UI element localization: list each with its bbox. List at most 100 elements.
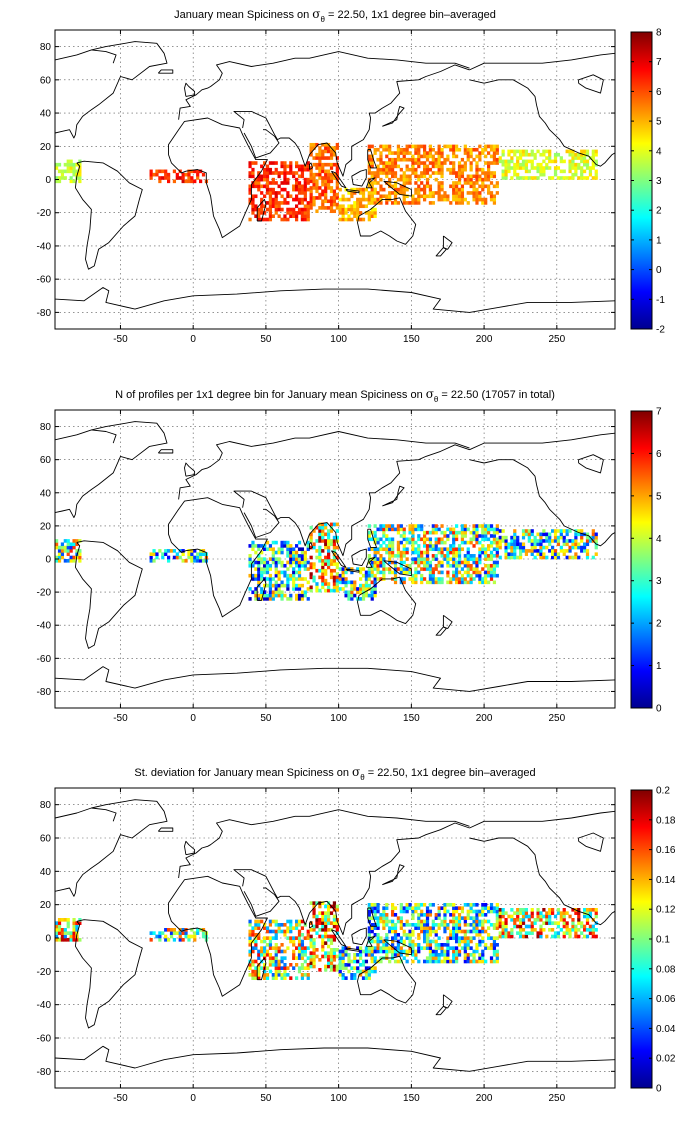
data-cell — [417, 554, 421, 558]
data-cell — [463, 939, 467, 944]
data-cell — [370, 171, 374, 175]
data-cell — [277, 570, 281, 575]
data-cell — [571, 162, 575, 167]
data-cell — [527, 924, 531, 929]
data-cell — [516, 166, 520, 170]
data-cell — [501, 934, 505, 939]
data-cell — [373, 923, 377, 927]
data-cell — [312, 156, 316, 160]
data-cell — [286, 544, 290, 548]
data-cell — [167, 559, 171, 563]
data-cell — [574, 152, 578, 157]
data-cell — [260, 197, 264, 202]
data-cell — [536, 176, 540, 180]
data-cell — [391, 923, 395, 927]
data-cell — [449, 161, 453, 165]
data-cell — [431, 191, 435, 195]
data-cell — [516, 176, 520, 180]
data-cell — [350, 567, 354, 571]
data-cell — [463, 554, 467, 558]
data-cell — [530, 532, 534, 537]
data-cell — [263, 593, 267, 598]
data-cell — [391, 570, 395, 575]
data-cell — [545, 914, 549, 919]
data-cell — [513, 172, 517, 177]
data-cell — [585, 911, 590, 915]
data-cell — [251, 204, 255, 209]
data-cell — [274, 929, 278, 934]
data-cell — [283, 540, 287, 545]
data-cell — [329, 575, 334, 580]
data-cell — [274, 933, 278, 937]
data-cell — [321, 565, 325, 570]
data-cell — [283, 201, 287, 205]
data-cell — [388, 164, 392, 169]
data-cell — [382, 187, 386, 192]
coastline — [91, 49, 117, 64]
data-cell — [588, 928, 593, 932]
data-cell — [559, 914, 563, 919]
data-cell — [443, 197, 447, 202]
data-cell — [510, 535, 514, 540]
data-cell — [414, 547, 418, 552]
data-cell — [274, 963, 278, 967]
data-cell — [367, 167, 371, 172]
data-cell — [373, 201, 377, 205]
data-cell — [478, 573, 482, 578]
data-cell — [583, 542, 587, 547]
data-cell — [167, 549, 171, 553]
data-cell — [161, 552, 165, 556]
data-cell — [434, 177, 438, 182]
data-cell — [361, 194, 366, 199]
data-cell — [417, 550, 421, 555]
data-cell — [571, 176, 575, 180]
data-cell — [571, 908, 575, 912]
data-cell — [556, 176, 561, 180]
data-cell — [382, 171, 386, 175]
data-cell — [297, 933, 302, 937]
data-cell — [303, 936, 307, 940]
data-cell — [66, 166, 70, 170]
data-cell — [460, 580, 465, 585]
data-cell — [487, 570, 491, 575]
data-cell — [553, 156, 558, 160]
data-cell — [382, 167, 386, 172]
data-cell — [335, 921, 339, 925]
coastline — [357, 955, 417, 1004]
data-cell — [574, 156, 578, 160]
data-cell — [437, 144, 441, 149]
data-cell — [265, 976, 270, 980]
data-cell — [524, 931, 529, 935]
data-cell — [303, 191, 307, 195]
data-cell — [248, 187, 252, 192]
data-cell — [199, 549, 203, 553]
data-cell — [489, 577, 494, 581]
coastline — [184, 840, 196, 856]
data-cell — [457, 570, 462, 575]
data-cell — [254, 946, 258, 950]
data-cell — [373, 550, 377, 555]
data-cell — [289, 167, 293, 172]
data-cell — [370, 211, 374, 215]
data-cell — [548, 908, 552, 912]
data-cell — [553, 159, 558, 164]
data-cell — [437, 560, 441, 565]
data-cell — [399, 567, 403, 571]
data-cell — [297, 201, 302, 205]
data-cell — [437, 926, 441, 930]
data-cell — [455, 144, 459, 149]
data-cell — [297, 557, 302, 561]
data-cell — [437, 527, 441, 532]
data-cell — [248, 573, 252, 578]
data-cell — [417, 144, 421, 149]
data-cell — [332, 542, 337, 547]
data-cell — [463, 936, 467, 940]
data-cell — [469, 177, 473, 182]
data-cell — [411, 573, 415, 578]
data-cell — [489, 197, 494, 202]
data-cell — [254, 214, 258, 219]
data-cell — [248, 929, 252, 934]
data-cell — [338, 187, 342, 192]
data-cell — [332, 152, 337, 157]
data-cell — [481, 913, 485, 917]
